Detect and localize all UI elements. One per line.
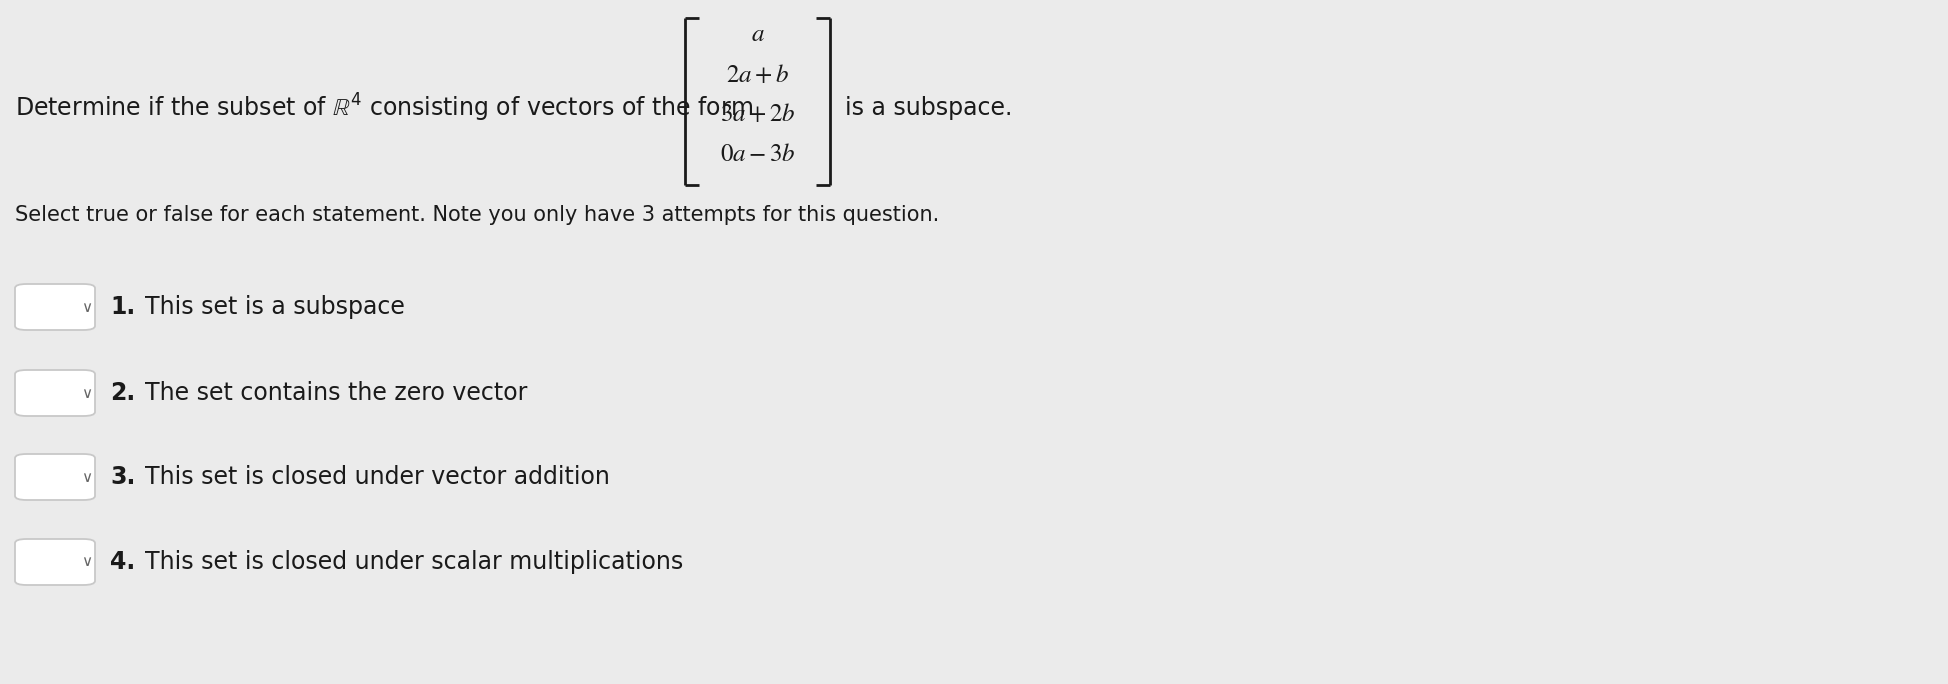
Text: The set contains the zero vector: The set contains the zero vector [144,381,528,405]
Text: 3.: 3. [109,465,134,489]
Text: Determine if the subset of $\mathbb{R}^4$ consisting of vectors of the form: Determine if the subset of $\mathbb{R}^4… [16,92,754,124]
Text: $3a + 2b$: $3a + 2b$ [719,103,795,127]
Text: This set is a subspace: This set is a subspace [144,295,405,319]
Text: This set is closed under scalar multiplications: This set is closed under scalar multipli… [144,550,684,574]
Text: ∨: ∨ [82,555,94,570]
Text: Select true or false for each statement. Note you only have 3 attempts for this : Select true or false for each statement.… [16,205,939,225]
Text: $2a + b$: $2a + b$ [727,64,789,88]
Text: is a subspace.: is a subspace. [845,96,1013,120]
Text: 4.: 4. [109,550,134,574]
Text: ∨: ∨ [82,300,94,315]
Text: ∨: ∨ [82,386,94,401]
Text: 1.: 1. [109,295,134,319]
Text: $0a - 3b$: $0a - 3b$ [719,143,795,167]
Text: ∨: ∨ [82,469,94,484]
Text: $a$: $a$ [750,23,764,47]
Text: This set is closed under vector addition: This set is closed under vector addition [144,465,610,489]
Text: 2.: 2. [109,381,134,405]
